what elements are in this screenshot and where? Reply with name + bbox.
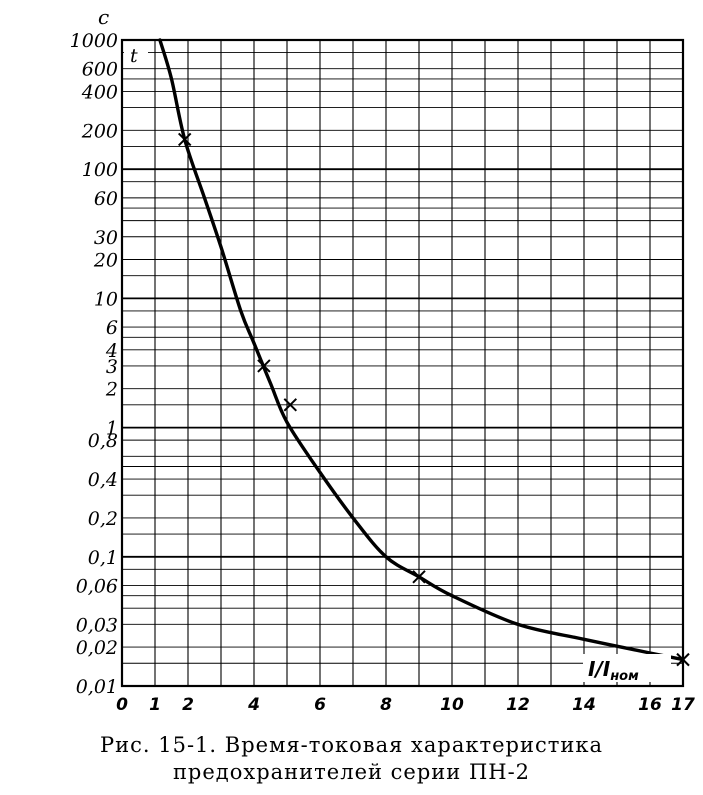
marker-stroke (283, 398, 298, 412)
y-tick-label: 0,02 (76, 637, 118, 659)
y-tick-label: 4 (105, 340, 118, 362)
y-tick-label: 3 (106, 356, 118, 378)
y-axis-symbol: t (130, 45, 138, 67)
x-tick-label: 4 (247, 695, 260, 715)
y-tick-label: 100 (82, 159, 118, 181)
x-axis-label: I/Iном (588, 657, 639, 684)
marker-stroke (676, 652, 690, 667)
y-axis-unit: c (98, 5, 109, 29)
y-tick-label: 0,2 (88, 508, 118, 530)
x-tick-label: 8 (380, 695, 392, 715)
x-tick-label: 1 (149, 695, 161, 715)
y-axis-symbol-box: t (124, 45, 148, 67)
y-tick-label: 200 (81, 120, 118, 142)
series-layer (158, 38, 690, 667)
marker-stroke (177, 132, 192, 147)
y-tick-label: 20 (93, 250, 118, 272)
x-tick-label: 16 (638, 695, 662, 715)
y-tick-label: 0,8 (88, 430, 118, 452)
x-axis-ticks: 0 1 2 4 6 8 10 12 14 16 17 (116, 695, 695, 715)
plot-frame (120, 38, 685, 688)
x-tick-label: 17 (671, 695, 695, 715)
y-tick-label: 30 (94, 227, 118, 249)
x-axis-label-box: I/Iном (583, 654, 671, 684)
y-tick-label: 10 (94, 288, 118, 310)
data-point-marker (177, 132, 192, 147)
data-point-marker (412, 570, 426, 584)
x-tick-label: 6 (314, 695, 326, 715)
y-tick-label: 0,01 (76, 676, 118, 698)
y-tick-label: 1000 (70, 30, 118, 52)
marker-stroke (257, 359, 271, 373)
data-point-marker (257, 359, 271, 373)
y-tick-label: 2 (105, 379, 118, 401)
data-point-marker (283, 398, 298, 412)
y-tick-label: 400 (81, 81, 118, 103)
x-tick-label: 10 (440, 695, 464, 715)
y-tick-label: 0,06 (76, 575, 118, 597)
x-tick-label: 0 (116, 695, 128, 715)
figure-caption-line-2: предохранителей серии ПН-2 (172, 760, 531, 784)
marker-stroke (412, 570, 426, 584)
x-tick-label: 14 (572, 695, 596, 715)
time-current-chart: 0 1 2 4 6 8 10 12 14 16 17 10006004002001006030201… (70, 5, 695, 715)
y-tick-label: 600 (82, 59, 118, 81)
x-axis-label-main: I/I (588, 657, 611, 681)
time-current-curve (158, 38, 685, 662)
grid-lines (121, 40, 684, 687)
y-tick-label: 0,03 (76, 614, 118, 636)
data-point-marker (676, 652, 690, 667)
figure-caption-line-1: Рис. 15-1. Время-токовая характеристика (100, 733, 603, 757)
y-tick-label: 60 (94, 188, 118, 210)
x-axis-label-subscript: ном (610, 669, 639, 684)
y-tick-label: 0,4 (88, 469, 118, 491)
y-tick-label: 6 (106, 317, 118, 339)
y-tick-label: 0,1 (88, 547, 118, 569)
y-tick-label: 1 (106, 418, 118, 440)
x-tick-label: 12 (506, 695, 530, 715)
x-tick-label: 2 (182, 695, 194, 715)
